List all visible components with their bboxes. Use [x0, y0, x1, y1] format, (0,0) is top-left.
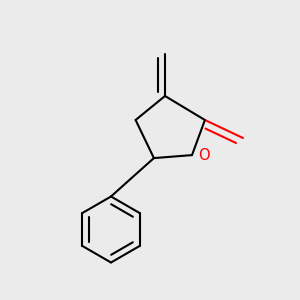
- Text: O: O: [198, 148, 210, 164]
